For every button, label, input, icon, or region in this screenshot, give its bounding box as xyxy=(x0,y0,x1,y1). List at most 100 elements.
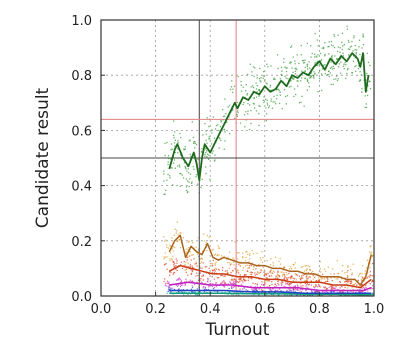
scatter-point xyxy=(369,262,371,265)
scatter-point xyxy=(172,184,174,186)
scatter-point xyxy=(195,246,197,248)
scatter-point xyxy=(249,254,251,257)
scatter-point xyxy=(171,258,173,260)
scatter-point xyxy=(318,279,320,281)
scatter-point xyxy=(265,273,267,275)
scatter-point xyxy=(319,294,321,296)
scatter-point xyxy=(253,289,255,291)
scatter-point xyxy=(347,281,349,283)
scatter-point xyxy=(369,87,372,90)
scatter-point xyxy=(367,61,370,63)
scatter-point xyxy=(251,271,254,274)
scatter-point xyxy=(244,265,247,267)
x-tick-label: 0.0 xyxy=(91,302,112,317)
scatter-point xyxy=(224,281,226,284)
scatter-point xyxy=(331,68,334,70)
scatter-point xyxy=(329,67,332,69)
scatter-point xyxy=(186,180,189,182)
scatter-point xyxy=(290,85,292,88)
scatter-point xyxy=(166,141,168,144)
scatter-point xyxy=(337,46,340,48)
scatter-point xyxy=(296,274,298,276)
scatter-point xyxy=(324,286,326,288)
scatter-point xyxy=(171,167,173,169)
scatter-point xyxy=(285,283,287,285)
scatter-point xyxy=(327,266,330,268)
scatter-point xyxy=(344,62,346,64)
scatter-point xyxy=(177,152,179,154)
y-tick-label: 0.0 xyxy=(71,290,92,305)
scatter-point xyxy=(341,291,344,293)
scatter-point xyxy=(244,260,247,262)
scatter-point xyxy=(324,64,326,66)
scatter-point xyxy=(249,253,251,255)
scatter-point xyxy=(167,173,169,176)
scatter-point xyxy=(189,173,192,175)
scatter-point xyxy=(190,269,192,271)
scatter-point xyxy=(306,284,308,286)
scatter-point xyxy=(296,284,299,286)
scatter-point xyxy=(254,282,257,285)
scatter-point xyxy=(250,86,252,88)
scatter-point xyxy=(206,156,208,158)
scatter-point xyxy=(256,273,258,275)
scatter-point xyxy=(172,261,174,263)
scatter-point xyxy=(262,77,264,80)
scatter-point xyxy=(296,294,298,296)
scatter-point xyxy=(197,183,199,185)
scatter-point xyxy=(287,277,289,279)
scatter-point xyxy=(169,177,171,179)
scatter-point xyxy=(185,268,188,270)
scatter-point xyxy=(369,276,371,278)
scatter-point xyxy=(255,288,257,290)
scatter-point xyxy=(283,266,285,269)
scatter-point xyxy=(206,235,208,237)
scatter-point xyxy=(213,286,216,289)
scatter-point xyxy=(341,48,343,51)
scatter-point xyxy=(167,290,169,293)
scatter-point xyxy=(251,277,253,279)
scatter-point xyxy=(324,42,326,44)
scatter-point xyxy=(367,290,369,292)
scatter-point xyxy=(262,256,264,259)
scatter-point xyxy=(336,79,339,82)
scatter-point xyxy=(289,61,291,63)
scatter-point xyxy=(290,289,292,292)
scatter-point xyxy=(195,294,197,296)
scatter-point xyxy=(266,277,268,279)
scatter-point xyxy=(220,121,222,123)
scatter-point xyxy=(347,279,349,281)
scatter-point xyxy=(192,266,194,269)
scatter-point xyxy=(193,168,195,171)
scatter-point xyxy=(175,258,177,260)
scatter-point xyxy=(281,271,283,273)
scatter-point xyxy=(167,155,170,157)
scatter-point xyxy=(236,281,239,283)
y-tick-label: 1.0 xyxy=(71,14,92,29)
scatter-point xyxy=(342,55,345,57)
scatter-point xyxy=(288,289,291,292)
scatter-point xyxy=(319,268,322,270)
scatter-point xyxy=(197,274,199,277)
scatter-point xyxy=(174,139,176,141)
scatter-point xyxy=(208,125,210,128)
scatter-point xyxy=(317,283,320,286)
scatter-point xyxy=(226,121,228,124)
scatter-point xyxy=(313,286,315,288)
scatter-point xyxy=(206,142,208,144)
scatter-point xyxy=(341,285,344,288)
scatter-point xyxy=(295,279,297,281)
scatter-point xyxy=(258,90,261,92)
scatter-point xyxy=(177,148,179,150)
scatter-point xyxy=(208,273,211,276)
scatter-point xyxy=(323,46,325,49)
scatter-point xyxy=(245,89,247,92)
scatter-point xyxy=(261,283,263,286)
scatter-point xyxy=(361,287,363,290)
scatter-point xyxy=(205,151,207,154)
scatter-point xyxy=(283,277,285,280)
scatter-point xyxy=(323,268,326,270)
scatter-point xyxy=(284,66,286,68)
x-axis-label: Turnout xyxy=(205,320,270,340)
